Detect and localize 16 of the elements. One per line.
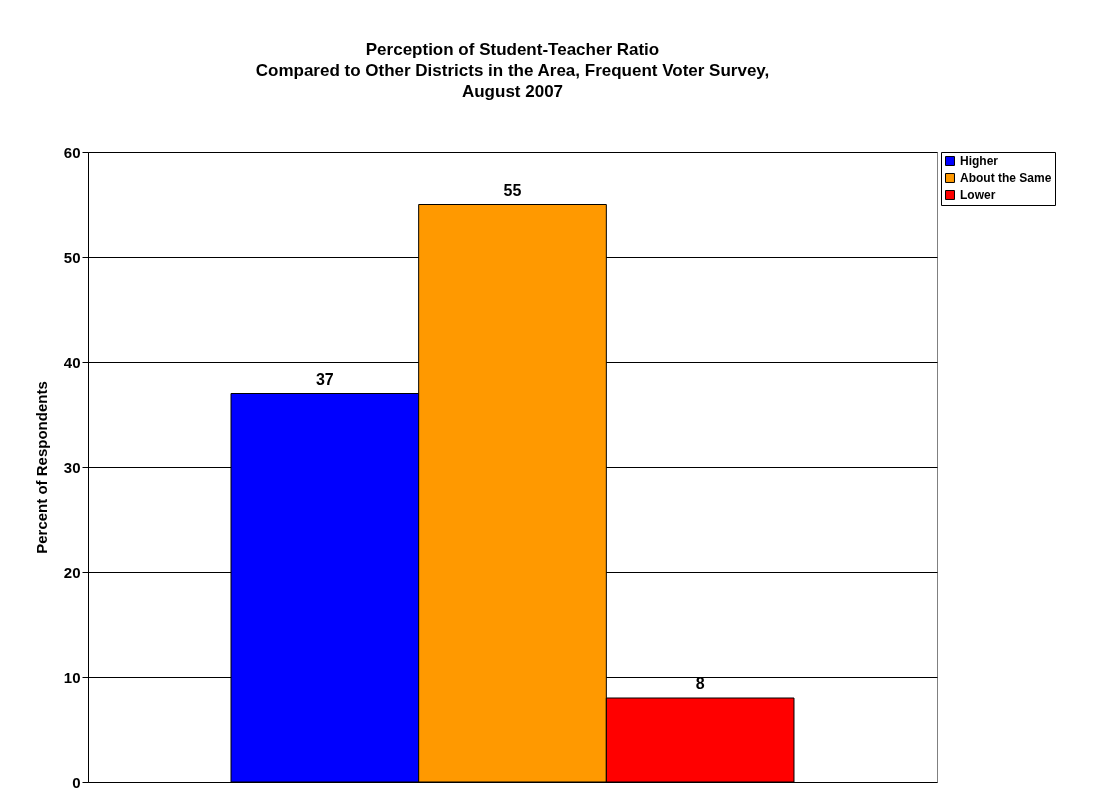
y-axis-title: Percent of Respondents <box>32 381 50 554</box>
data-label: 37 <box>315 370 334 388</box>
y-tick-label: 60 <box>63 143 81 161</box>
legend-label: Lower <box>960 188 996 202</box>
y-tick-label: 0 <box>72 773 81 791</box>
y-tick-label: 20 <box>63 563 81 581</box>
y-tick-label: 30 <box>63 458 81 476</box>
text: Perception of Student-Teacher Ratio <box>365 40 660 59</box>
y-tick-label: 50 <box>63 248 81 266</box>
text: August 2007 <box>461 82 564 101</box>
text: Compared to Other Districts in the Area, Frequent Voter Survey, <box>255 61 770 80</box>
y-tick-label: 10 <box>63 668 81 686</box>
legend-label: About the Same <box>960 171 1052 185</box>
y-tick-label: 40 <box>63 353 81 371</box>
legend-label: Higher <box>960 154 999 168</box>
data-label: 55 <box>503 181 522 199</box>
